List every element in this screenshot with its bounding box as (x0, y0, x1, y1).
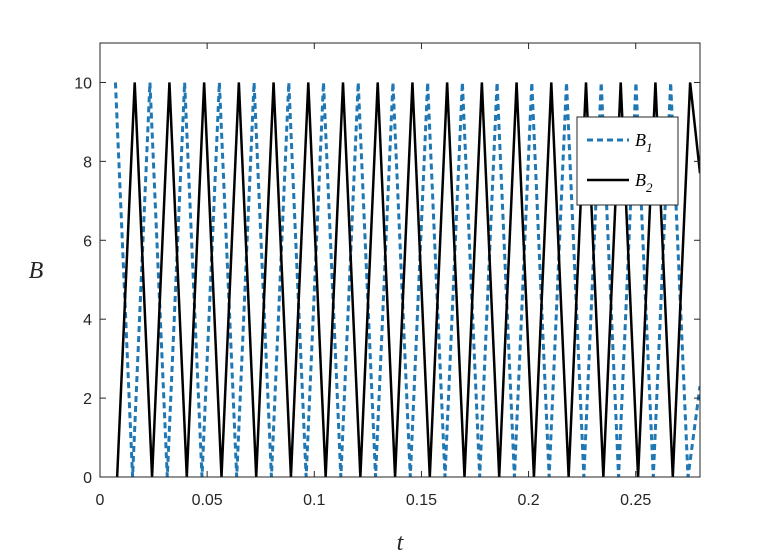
y-tick-label: 10 (74, 75, 92, 92)
y-tick-label: 0 (83, 470, 92, 487)
series-layer (113, 82, 700, 477)
axes-frame (99, 42, 701, 478)
y-tick-label: 6 (83, 233, 92, 250)
ticks-layer: 0 0.05 0.1 0.15 0.2 0.25 0 2 4 6 8 10 (74, 43, 700, 509)
x-tick-label: 0 (96, 492, 105, 509)
x-axis-label: t (397, 530, 405, 556)
x-tick-label: 0.1 (303, 492, 325, 509)
y-axis-label: B (29, 258, 44, 284)
y-tick-label: 4 (83, 312, 92, 329)
x-tick-label: 0.15 (406, 492, 437, 509)
y-tick-label: 2 (83, 391, 92, 408)
x-tick-label: 0.2 (517, 492, 539, 509)
legend-box (576, 116, 679, 206)
x-tick-label: 0.05 (192, 492, 223, 509)
y-tick-label: 8 (83, 154, 92, 171)
x-tick-label: 0.25 (620, 492, 651, 509)
series-line-b2 (115, 82, 700, 477)
